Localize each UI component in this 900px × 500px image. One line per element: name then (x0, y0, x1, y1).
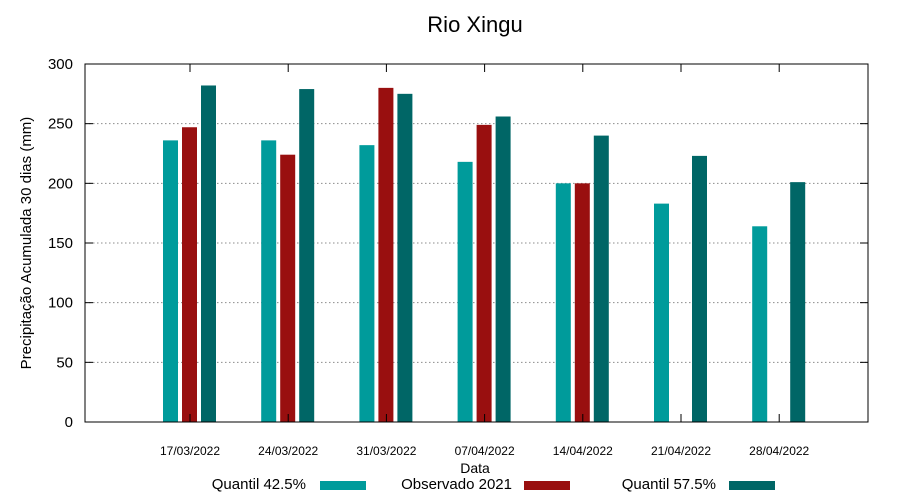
y-tick-label: 100 (48, 295, 73, 312)
chart-title: Rio Xingu (427, 12, 522, 37)
bar (299, 89, 315, 422)
legend-label: Observado 2021 (401, 476, 512, 493)
bar (790, 182, 806, 422)
x-tick-label: 31/03/2022 (356, 444, 416, 458)
bar (476, 124, 492, 423)
legend-swatch (524, 481, 570, 490)
bar (555, 183, 571, 422)
bar (457, 161, 473, 422)
x-axis: 17/03/2022 24/03/2022 31/03/2022 07/04/2022… (160, 64, 810, 458)
bar (397, 93, 413, 422)
y-tick-label: 250 (48, 116, 73, 133)
bar (692, 155, 707, 423)
x-tick-label: 21/04/2022 (651, 444, 711, 458)
y-axis-label: Precipitação Acumulada 30 dias (mm) (18, 117, 35, 370)
x-axis-label: Data (460, 460, 490, 476)
legend-swatch (729, 481, 775, 490)
grid-lines (85, 123, 868, 363)
bar (163, 140, 178, 422)
bar (182, 127, 197, 422)
y-tick-label: 300 (48, 56, 73, 73)
bar (378, 87, 394, 422)
legend-swatch (320, 481, 366, 490)
x-tick-label: 24/03/2022 (258, 444, 318, 458)
x-tick-label: 28/04/2022 (749, 444, 809, 458)
bar (752, 226, 768, 422)
x-tick-label: 07/04/2022 (455, 444, 515, 458)
bar (261, 140, 277, 422)
y-tick-label: 0 (65, 414, 73, 431)
x-tick-label: 17/03/2022 (160, 444, 220, 458)
bar-area (163, 85, 806, 423)
y-tick-label: 50 (56, 354, 73, 371)
y-tick-label: 200 (48, 175, 73, 192)
x-tick-label: 14/04/2022 (553, 444, 613, 458)
bar (574, 183, 590, 422)
bar (280, 154, 296, 422)
bar (654, 203, 669, 422)
bar (495, 116, 511, 423)
legend: Quantil 42.5% Observado 2021 Quantil 57.5% (212, 476, 775, 493)
y-axis: 0 50 100 150 200 250 300 (48, 56, 868, 431)
bar (593, 135, 609, 422)
bar (201, 85, 216, 422)
legend-label: Quantil 57.5% (622, 476, 716, 493)
bar (359, 145, 375, 422)
legend-label: Quantil 42.5% (212, 476, 306, 493)
y-tick-label: 150 (48, 235, 73, 252)
